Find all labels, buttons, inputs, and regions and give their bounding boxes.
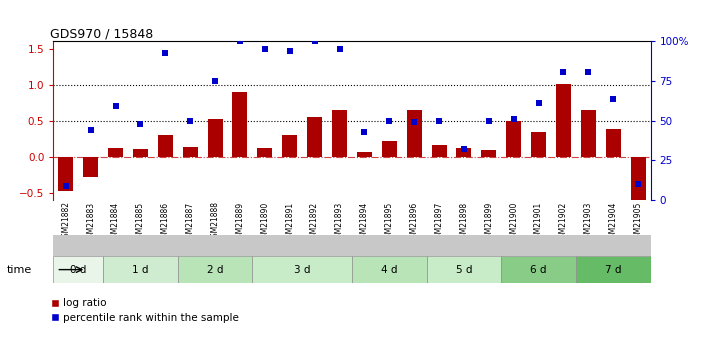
Point (557, 69, 569, 74)
Point (60, 183, 71, 189)
Point (185, 118, 196, 124)
Point (433, 118, 445, 124)
Bar (58, 157, 73, 191)
Bar (183, 147, 198, 157)
Text: 4 d: 4 d (381, 265, 397, 275)
Bar (382, 141, 397, 157)
Bar (501, 256, 576, 283)
Point (583, 69, 594, 74)
Bar (83, 157, 98, 177)
Bar (232, 92, 247, 157)
Text: 0 d: 0 d (70, 265, 87, 275)
Point (135, 121, 146, 127)
Bar (208, 119, 223, 157)
Bar (158, 135, 173, 157)
Point (533, 100, 545, 106)
Point (85, 128, 97, 133)
Bar (282, 135, 297, 157)
Text: 2 d: 2 d (207, 265, 223, 275)
Bar (427, 256, 501, 283)
Bar (506, 121, 521, 157)
Point (284, 48, 296, 54)
Bar (332, 110, 347, 157)
Text: time: time (7, 265, 33, 275)
Bar (252, 256, 352, 283)
Bar (456, 148, 471, 157)
Point (483, 118, 494, 124)
Bar (407, 110, 422, 157)
Bar (576, 256, 651, 283)
Bar (178, 256, 252, 283)
Bar (307, 117, 322, 157)
Bar (631, 157, 646, 200)
Bar (103, 256, 178, 283)
Point (408, 120, 419, 125)
Text: 1 d: 1 d (132, 265, 149, 275)
Point (309, 39, 320, 44)
Bar (53, 235, 651, 256)
Point (159, 50, 171, 55)
Bar (531, 132, 546, 157)
Point (508, 116, 519, 122)
Point (384, 118, 395, 124)
Text: GDS970 / 15848: GDS970 / 15848 (50, 27, 154, 40)
Bar (432, 145, 447, 157)
Point (607, 96, 619, 101)
Text: 3 d: 3 d (294, 265, 311, 275)
Text: 7 d: 7 d (605, 265, 621, 275)
Text: 5 d: 5 d (456, 265, 472, 275)
Bar (556, 84, 571, 157)
Bar (53, 256, 103, 283)
Bar (481, 150, 496, 157)
Point (333, 47, 345, 52)
Point (109, 104, 121, 109)
Point (458, 147, 469, 152)
Bar (352, 256, 427, 283)
Legend: log ratio, percentile rank within the sample: log ratio, percentile rank within the sa… (51, 298, 239, 323)
Point (234, 39, 246, 44)
Bar (108, 148, 123, 157)
Point (209, 78, 220, 84)
Text: 6 d: 6 d (530, 265, 547, 275)
Bar (357, 152, 372, 157)
Bar (581, 110, 596, 157)
Point (358, 129, 370, 135)
Point (633, 181, 644, 187)
Point (259, 47, 270, 52)
Bar (257, 148, 272, 157)
Bar (606, 129, 621, 157)
Bar (133, 149, 148, 157)
